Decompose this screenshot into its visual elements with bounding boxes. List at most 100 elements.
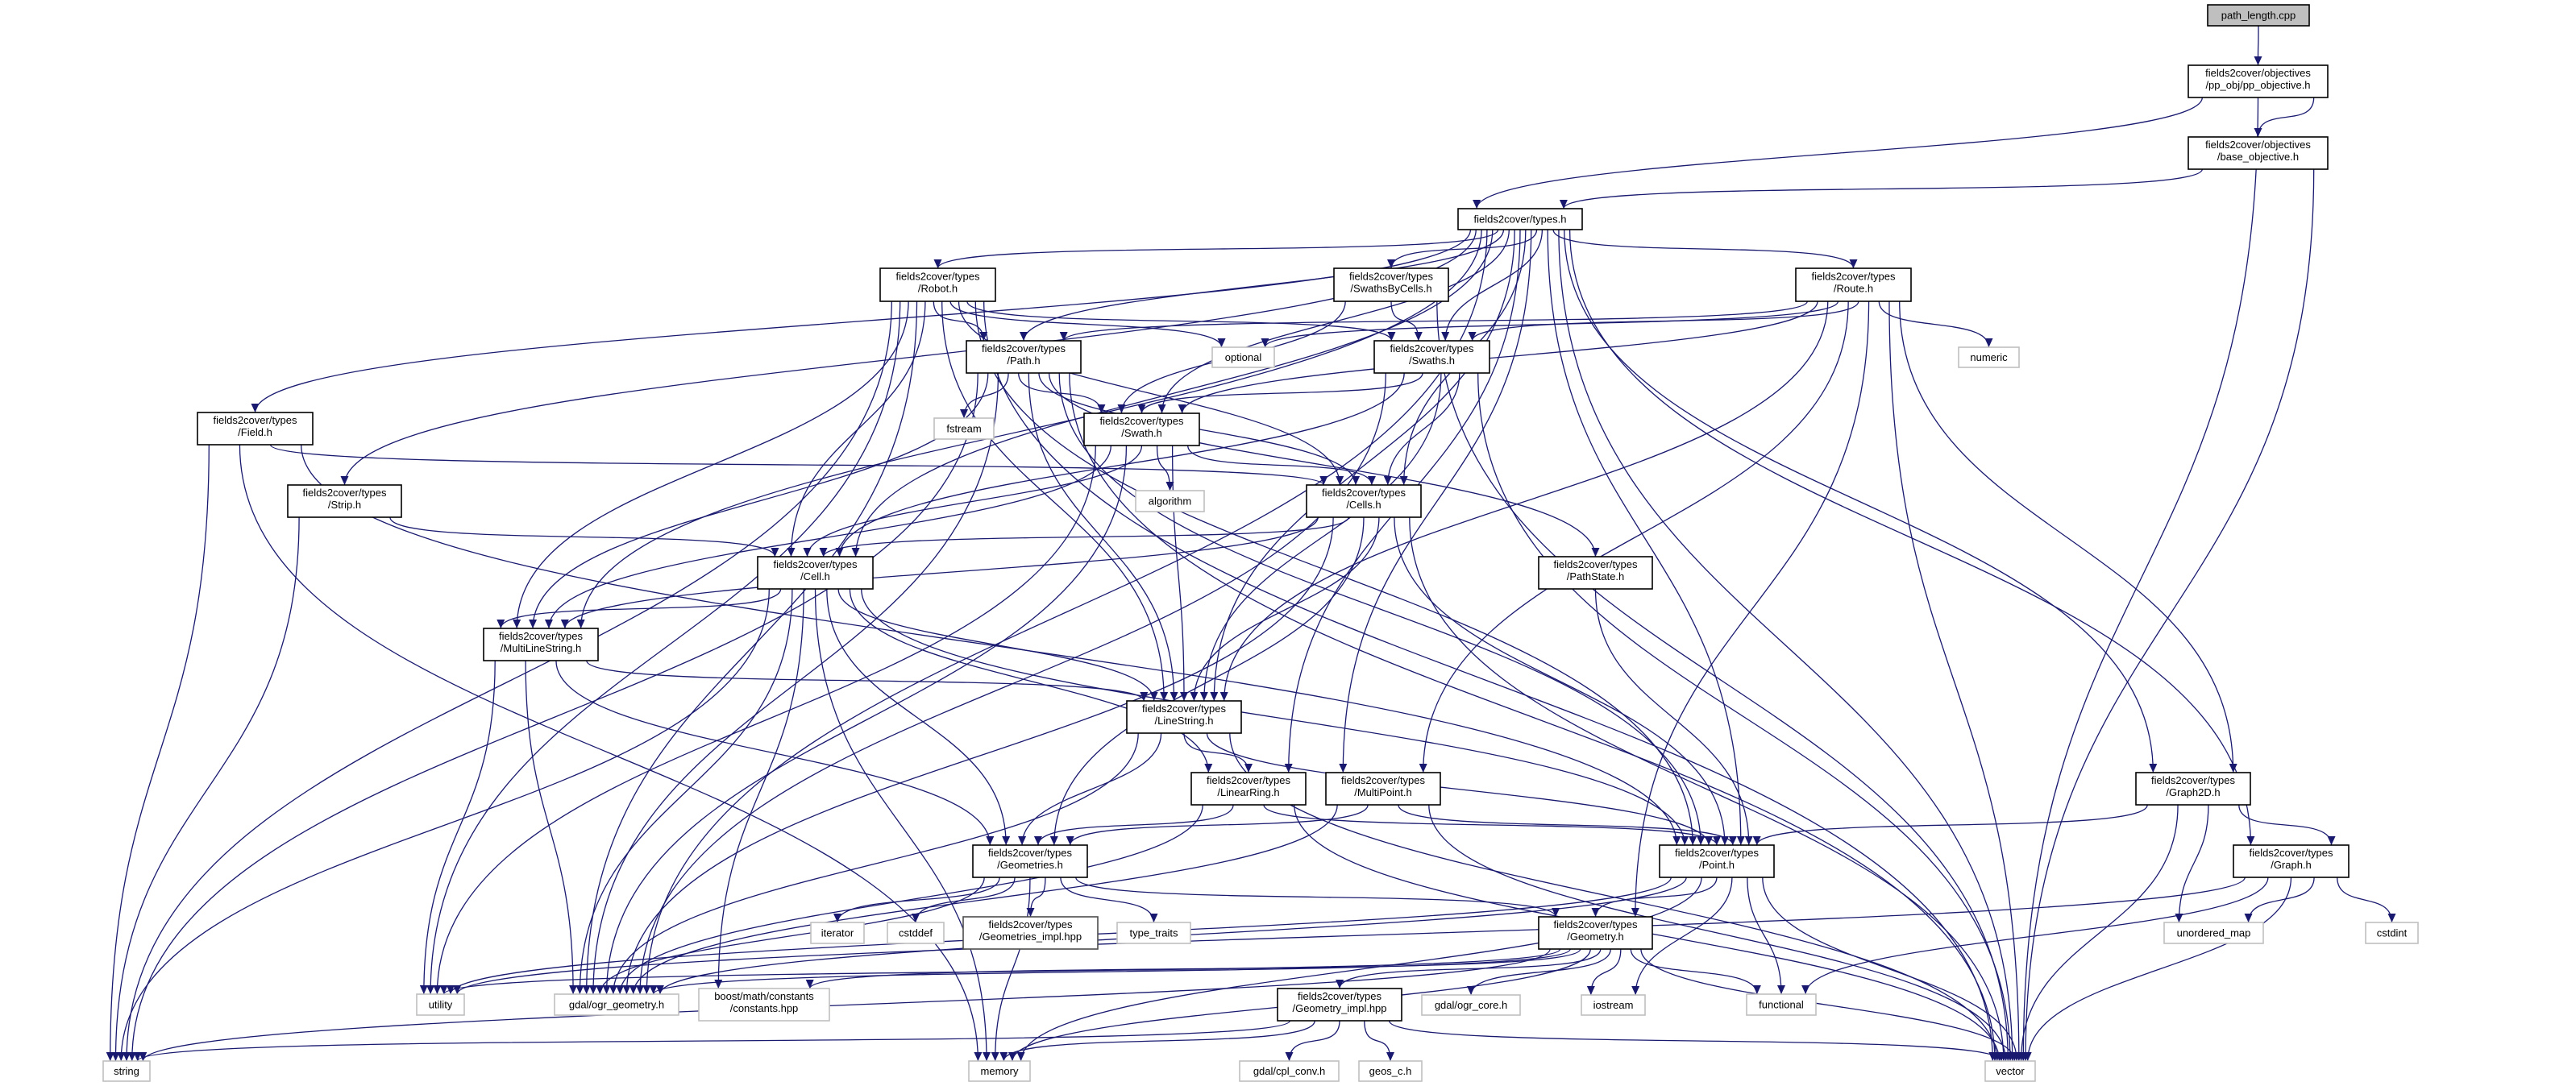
node-box: [757, 556, 874, 590]
edge-robot-to-mls: [513, 301, 909, 629]
node-box: [1421, 994, 1521, 1016]
node-label: boost/math/constants: [714, 990, 814, 1002]
edge-types-to-graph2d: [1564, 229, 2158, 773]
node-label: fields2cover/types: [1675, 847, 1760, 859]
edge-graph2d-to-point: [1752, 804, 2148, 846]
edge-types-to-path: [1020, 229, 1505, 342]
node-fields2cover-types-field-h[interactable]: fields2cover/types/Field.h: [197, 412, 314, 446]
node-fields2cover-objectives-base-objective-h[interactable]: fields2cover/objectives/base_objective.h: [2188, 136, 2329, 170]
node-fields2cover-types-multipoint-h[interactable]: fields2cover/types/MultiPoint.h: [1325, 772, 1441, 806]
node-path-length-cpp[interactable]: path_length.cpp: [2207, 4, 2310, 27]
node-fields2cover-types-cell-h[interactable]: fields2cover/types/Cell.h: [757, 556, 874, 590]
edge-path-to-vector: [1069, 372, 1999, 1062]
node-fields2cover-types-graph2d-h[interactable]: fields2cover/types/Graph2D.h: [2135, 772, 2251, 806]
edge-swath-to-algorithm: [1156, 445, 1174, 491]
node-label: fields2cover/types: [2249, 847, 2333, 859]
node-fields2cover-types-cells-h[interactable]: fields2cover/types/Cells.h: [1306, 484, 1422, 518]
edge-cells-to-ogrgeom: [622, 516, 1334, 995]
node-label: type_traits: [1130, 927, 1178, 939]
node-label: iostream: [1593, 999, 1634, 1011]
node-gdal-cpl-conv-h: gdal/cpl_conv.h: [1239, 1060, 1340, 1082]
edge-field-to-cells: [269, 444, 1327, 486]
node-box: [1135, 490, 1205, 512]
node-fields2cover-types-h[interactable]: fields2cover/types.h: [1457, 208, 1583, 230]
node-fields2cover-types-pathstate-h[interactable]: fields2cover/types/PathState.h: [1538, 556, 1653, 590]
node-box: [879, 267, 996, 302]
edge-graph2d-to-umap: [2175, 804, 2209, 923]
node-label: fields2cover/types: [1553, 558, 1638, 570]
node-vector: vector: [1984, 1060, 2036, 1082]
node-fields2cover-types-robot-h[interactable]: fields2cover/types/Robot.h: [879, 267, 996, 302]
node-label: /Strip.h: [328, 499, 361, 511]
edge-swaths-to-vector: [1477, 372, 2014, 1062]
node-box: [2135, 772, 2251, 806]
node-fields2cover-types-strip-h[interactable]: fields2cover/types/Strip.h: [287, 484, 402, 518]
node-fields2cover-types-swath-h[interactable]: fields2cover/types/Swath.h: [1083, 412, 1200, 446]
node-label: fields2cover/types: [982, 342, 1066, 354]
edge-robot-to-string: [123, 301, 892, 1062]
edge-geometry-to-ogrgeom: [649, 948, 1571, 995]
edge-bo-to-vector: [2021, 168, 2315, 1062]
node-box: [2365, 922, 2419, 944]
node-box: [1958, 346, 2020, 368]
edge-robot-to-point: [974, 301, 1697, 846]
node-fields2cover-types-route-h[interactable]: fields2cover/types/Route.h: [1795, 267, 1912, 302]
edge-route-to-mp: [1419, 301, 1849, 773]
edge-robot-to-vector: [983, 301, 1997, 1062]
edge-types-to-route: [1552, 229, 1858, 269]
edge-geoms-to-memory: [991, 877, 1031, 1062]
edge-mls-to-ogrgeom: [525, 660, 578, 995]
node-fields2cover-types-graph-h[interactable]: fields2cover/types/Graph.h: [2233, 844, 2350, 878]
node-label: /Robot.h: [918, 283, 958, 295]
edge-geomimpl-to-memory: [999, 1020, 1315, 1062]
node-label: /Graph2D.h: [2166, 786, 2220, 798]
edge-graph-to-cstdint: [2337, 877, 2396, 923]
edge-geomimpl-to-string: [133, 1020, 1291, 1062]
edge-geometry-to-string: [139, 948, 1551, 1062]
node-iterator: iterator: [810, 922, 865, 944]
node-fields2cover-types-geometries-h[interactable]: fields2cover/types/Geometries.h: [972, 844, 1088, 878]
node-label: fields2cover/types: [895, 271, 980, 283]
edge-route-to-optional: [1261, 301, 1839, 348]
node-label: fields2cover/types: [499, 630, 584, 642]
edge-geometry-to-iostream: [1586, 948, 1622, 996]
edges-layer: [106, 25, 2396, 1062]
edge-types-to-ls: [1210, 229, 1515, 702]
edge-robot-to-optional: [949, 301, 1226, 348]
node-fields2cover-types-swathsbycells-h[interactable]: fields2cover/types/SwathsByCells.h: [1333, 267, 1449, 302]
node-memory: memory: [968, 1060, 1031, 1082]
node-fields2cover-types-point-h[interactable]: fields2cover/types/Point.h: [1659, 844, 1775, 878]
node-cstdint: cstdint: [2365, 922, 2419, 944]
edge-swaths-to-swath: [1137, 372, 1423, 414]
node-fields2cover-types-geometry-impl-hpp[interactable]: fields2cover/types/Geometry_impl.hpp: [1277, 988, 1402, 1022]
node-fields2cover-types-geometry-h[interactable]: fields2cover/types/Geometry.h: [1538, 916, 1653, 950]
edge-swaths-to-cell: [835, 372, 1405, 558]
edge-types-to-robot: [933, 229, 1499, 269]
node-fields2cover-types-linearring-h[interactable]: fields2cover/types/LinearRing.h: [1190, 772, 1307, 806]
node-box: [102, 1060, 151, 1082]
edge-types-to-ogrgeom: [642, 229, 1488, 995]
node-cstddef: cstddef: [887, 922, 945, 944]
node-fields2cover-types-linestring-h[interactable]: fields2cover/types/LineString.h: [1126, 700, 1242, 734]
node-box: [1116, 922, 1191, 944]
edge-types-to-field: [251, 229, 1472, 413]
node-box: [698, 988, 830, 1022]
node-fields2cover-types-multilinestring-h[interactable]: fields2cover/types/MultiLineString.h: [483, 628, 599, 661]
node-fields2cover-types-path-h[interactable]: fields2cover/types/Path.h: [966, 340, 1082, 374]
node-label: fields2cover/types: [1341, 774, 1426, 786]
node-label: /LinearRing.h: [1217, 786, 1279, 798]
node-unordered-map: unordered_map: [2163, 922, 2264, 944]
edge-path-to-swath: [1018, 372, 1106, 414]
node-label: cstdint: [2377, 927, 2408, 939]
node-box: [2233, 844, 2350, 878]
edge-strip-to-cell: [389, 516, 779, 558]
edge-strip-to-string: [111, 516, 300, 1062]
node-fields2cover-objectives-pp-obj-pp-objective-h[interactable]: fields2cover/objectives/pp_obj/pp_object…: [2188, 64, 2329, 98]
node-label: vector: [1996, 1065, 2025, 1077]
node-fields2cover-types-swaths-h[interactable]: fields2cover/types/Swaths.h: [1373, 340, 1490, 374]
node-box: [1325, 772, 1441, 806]
node-label: /Swath.h: [1121, 427, 1162, 439]
edge-types-to-graph: [1568, 229, 2255, 846]
edge-point-to-iostream: [1631, 877, 1733, 996]
